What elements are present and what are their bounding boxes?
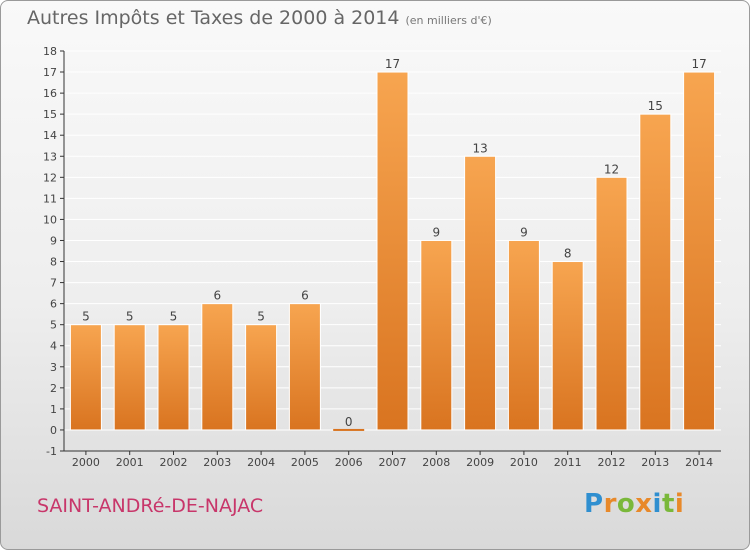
bar	[288, 303, 321, 431]
logo-letter: x	[635, 489, 653, 519]
y-tick-label: 14	[43, 129, 57, 142]
chart-title-unit: (en milliers d'€)	[405, 14, 492, 27]
bar	[551, 261, 584, 431]
bar	[507, 239, 540, 431]
y-tick-label: 7	[50, 277, 57, 290]
bar	[683, 71, 716, 431]
x-tick-label: 2000	[72, 456, 100, 469]
y-tick-label: 8	[50, 256, 57, 269]
logo-letter: P	[584, 489, 604, 519]
y-tick-label: 15	[43, 108, 57, 121]
data-label: 6	[301, 289, 309, 303]
bar	[464, 155, 497, 431]
data-label: 5	[170, 310, 178, 324]
logo-letter: r	[603, 489, 617, 519]
x-tick-label: 2011	[554, 456, 582, 469]
y-tick-label: 9	[50, 234, 57, 247]
bar	[201, 303, 234, 431]
bar	[157, 324, 190, 431]
y-tick-label: 18	[43, 45, 57, 58]
data-label: 6	[213, 289, 221, 303]
bar	[376, 71, 409, 431]
x-tick-label: 2001	[116, 456, 144, 469]
y-tick-label: 2	[50, 382, 57, 395]
bar	[69, 324, 102, 431]
y-tick-label: 10	[43, 213, 57, 226]
bar	[333, 428, 365, 431]
x-tick-label: 2006	[335, 456, 363, 469]
data-label: 13	[472, 141, 487, 155]
bars	[69, 71, 716, 431]
proxiti-logo: Proxiti	[584, 489, 684, 519]
data-label: 5	[82, 310, 90, 324]
y-tick-label: 17	[43, 66, 57, 79]
x-tick-label: 2012	[598, 456, 626, 469]
data-label: 5	[257, 310, 265, 324]
bar	[420, 239, 453, 431]
y-tick-label: 13	[43, 150, 57, 163]
data-label: 15	[648, 99, 663, 113]
commune-name: SAINT-ANDRé-DE-NAJAC	[37, 495, 264, 517]
data-label: 0	[345, 415, 353, 429]
y-tick-label: 0	[50, 424, 57, 437]
x-tick-label: 2007	[379, 456, 407, 469]
y-tick-label: 1	[50, 403, 57, 416]
y-tick-label: 12	[43, 171, 57, 184]
x-tick-label: 2013	[641, 456, 669, 469]
chart-title: Autres Impôts et Taxes de 2000 à 2014 (en…	[27, 7, 492, 29]
bar	[113, 324, 146, 431]
chart-title-text: Autres Impôts et Taxes de 2000 à 2014	[27, 7, 400, 29]
x-tick-label: 2004	[247, 456, 275, 469]
y-tick-label: 16	[43, 87, 57, 100]
data-label: 9	[520, 225, 528, 239]
x-tick-label: 2010	[510, 456, 538, 469]
logo-letter: o	[616, 489, 636, 519]
y-tick-label: 3	[50, 361, 57, 374]
logo-letter: i	[652, 489, 662, 519]
y-tick-label: -1	[46, 445, 57, 458]
bar	[595, 176, 628, 431]
bar	[245, 324, 278, 431]
x-tick-label: 2014	[685, 456, 713, 469]
data-label: 17	[691, 57, 706, 71]
y-tick-label: 4	[50, 340, 57, 353]
x-tick-label: 2002	[160, 456, 188, 469]
x-tick-label: 2005	[291, 456, 319, 469]
x-tick-label: 2008	[422, 456, 450, 469]
logo-letter: t	[661, 489, 675, 519]
data-labels: 5 5 5 6 5 6 0 17 9 13 9 8 12 15 17	[82, 57, 707, 429]
x-tick-label: 2009	[466, 456, 494, 469]
data-label: 12	[604, 162, 619, 176]
y-tick-label: 11	[43, 192, 57, 205]
logo-letter: i	[674, 489, 685, 519]
data-label: 8	[564, 247, 572, 261]
y-tick-label: 5	[50, 319, 57, 332]
data-label: 17	[385, 57, 400, 71]
bar	[639, 113, 672, 431]
data-label: 5	[126, 310, 134, 324]
data-label: 9	[432, 225, 440, 239]
y-tick-label: 6	[50, 298, 57, 311]
x-tick-label: 2003	[203, 456, 231, 469]
